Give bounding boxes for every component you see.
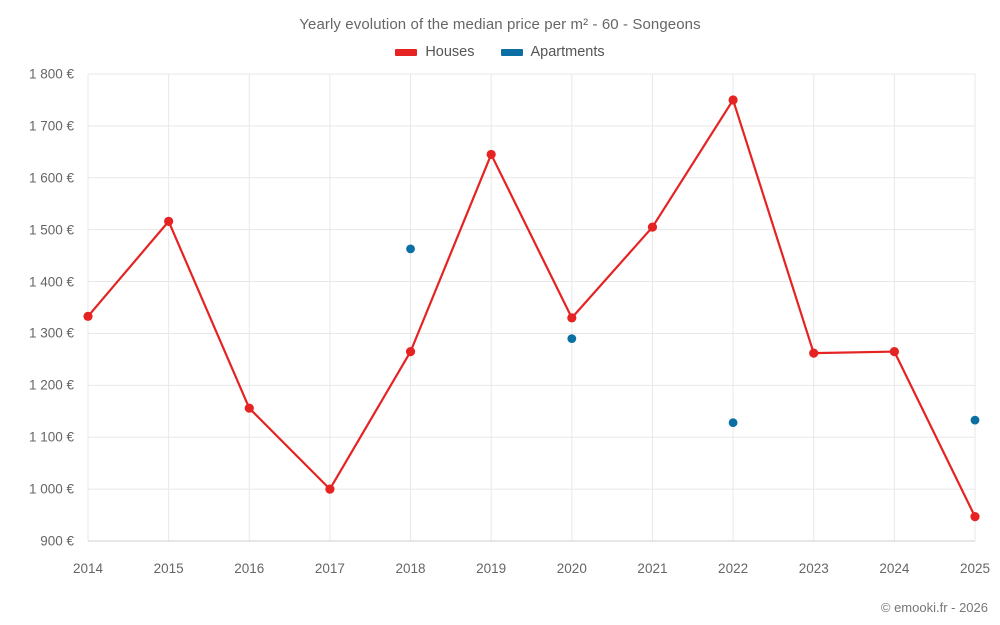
data-point-houses[interactable] bbox=[486, 149, 496, 160]
series-line-houses bbox=[86, 98, 977, 518]
data-point-houses[interactable] bbox=[405, 347, 416, 357]
data-point-houses[interactable] bbox=[325, 484, 335, 494]
data-point-houses[interactable] bbox=[728, 95, 738, 105]
data-point-houses[interactable] bbox=[83, 311, 93, 321]
data-point-houses[interactable] bbox=[970, 512, 980, 522]
credit-text: © emooki.fr - 2026 bbox=[880, 600, 988, 615]
data-point-houses[interactable] bbox=[889, 347, 899, 357]
data-point-apartments[interactable] bbox=[567, 334, 577, 344]
data-point-houses[interactable] bbox=[647, 222, 658, 232]
data-point-apartments[interactable] bbox=[406, 244, 415, 254]
x-axis-tick-label: 2014 bbox=[72, 561, 104, 576]
x-axis-tick-label: 2019 bbox=[476, 561, 507, 576]
y-axis-tick-label: 900 € bbox=[40, 533, 74, 549]
data-point-houses[interactable] bbox=[567, 313, 577, 323]
data-point-houses[interactable] bbox=[809, 348, 819, 358]
y-axis-tick-label: 1 000 € bbox=[28, 481, 74, 497]
y-axis-tick-label: 1 400 € bbox=[28, 274, 74, 290]
x-axis-tick-label: 2016 bbox=[234, 561, 265, 576]
data-point-apartments[interactable] bbox=[970, 415, 980, 425]
x-axis-tick-label: 2020 bbox=[556, 561, 587, 576]
y-axis-tick-label: 1 300 € bbox=[28, 325, 74, 341]
x-axis-tick-label: 2023 bbox=[798, 561, 829, 576]
legend-swatch-apartments bbox=[500, 48, 523, 56]
chart-title: Yearly evolution of the median price per… bbox=[299, 16, 701, 33]
x-axis-tick-label: 2018 bbox=[395, 561, 426, 576]
y-axis-tick-label: 1 100 € bbox=[28, 429, 74, 445]
legend-item-apartments[interactable]: Apartments bbox=[500, 44, 605, 60]
y-axis-tick-label: 1 500 € bbox=[28, 222, 74, 238]
grid-lines bbox=[87, 73, 976, 542]
data-point-houses[interactable] bbox=[244, 403, 254, 413]
y-axis-tick-label: 1 600 € bbox=[28, 170, 74, 186]
x-axis-tick-label: 2025 bbox=[959, 561, 991, 576]
x-axis-tick-label: 2017 bbox=[314, 561, 345, 576]
x-axis-tick-label: 2015 bbox=[153, 561, 184, 576]
legend-label-apartments: Apartments bbox=[530, 44, 605, 60]
x-axis-tick-label: 2024 bbox=[879, 561, 910, 576]
y-axis-tick-label: 1 700 € bbox=[28, 118, 74, 134]
chart-legend: Houses Apartments bbox=[0, 44, 1000, 60]
data-series-layer bbox=[83, 95, 980, 522]
legend-swatch-houses bbox=[395, 48, 418, 56]
x-axis-tick-label: 2021 bbox=[637, 561, 668, 576]
x-axis-tick-label: 2022 bbox=[718, 561, 749, 576]
legend-label-houses: Houses bbox=[425, 44, 475, 60]
legend-item-houses[interactable]: Houses bbox=[395, 44, 475, 60]
y-axis-tick-label: 1 800 € bbox=[28, 66, 74, 82]
y-axis-tick-label: 1 200 € bbox=[28, 377, 74, 393]
data-point-houses[interactable] bbox=[164, 216, 174, 226]
data-point-apartments[interactable] bbox=[728, 418, 738, 428]
